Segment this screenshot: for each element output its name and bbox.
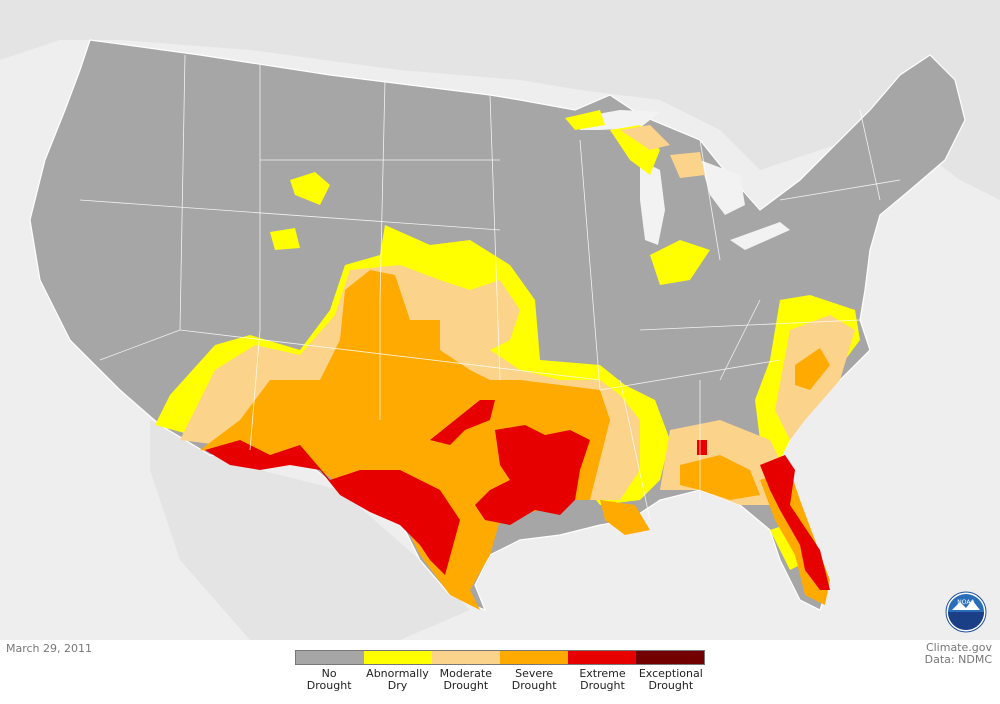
legend-label-no-drought: No Drought xyxy=(306,667,352,692)
legend-label-moderate: Moderate Drought xyxy=(439,667,492,692)
legend-label-exceptional: Exceptional Drought xyxy=(638,667,703,692)
drought-extreme xyxy=(205,400,830,590)
credit: Climate.gov Data: NDMC xyxy=(925,642,992,666)
legend-label-severe: Severe Drought xyxy=(511,667,557,692)
legend-label-abnormally-dry: Abnormally Dry xyxy=(366,667,429,692)
drought-map: NOAA xyxy=(0,0,1000,640)
legend-swatch-no-drought xyxy=(296,651,364,664)
map-date: March 29, 2011 xyxy=(6,642,93,655)
lake-huron xyxy=(700,160,745,215)
legend-swatches xyxy=(295,650,705,665)
noaa-logo-text: NOAA xyxy=(957,599,975,606)
legend-labels: No Drought Abnormally Dry Moderate Droug… xyxy=(295,668,705,692)
mexico-region xyxy=(150,420,470,640)
canada-region xyxy=(0,0,1000,200)
legend-label-extreme: Extreme Drought xyxy=(579,667,626,692)
legend-swatch-exceptional xyxy=(636,651,704,664)
legend-swatch-abnormally-dry xyxy=(364,651,432,664)
legend-swatch-severe xyxy=(500,651,568,664)
credit-data-source: Data: NDMC xyxy=(924,653,992,666)
lake-michigan xyxy=(640,160,665,245)
state-borders xyxy=(79,54,901,521)
noaa-logo: NOAA xyxy=(945,591,987,633)
legend: No Drought Abnormally Dry Moderate Droug… xyxy=(295,650,705,692)
legend-swatch-moderate xyxy=(432,651,500,664)
credit-site: Climate.gov xyxy=(925,641,992,654)
footer: March 29, 2011 No Drought Abnormally Dry… xyxy=(0,640,1000,704)
lake-erie xyxy=(730,222,790,250)
legend-swatch-extreme xyxy=(568,651,636,664)
